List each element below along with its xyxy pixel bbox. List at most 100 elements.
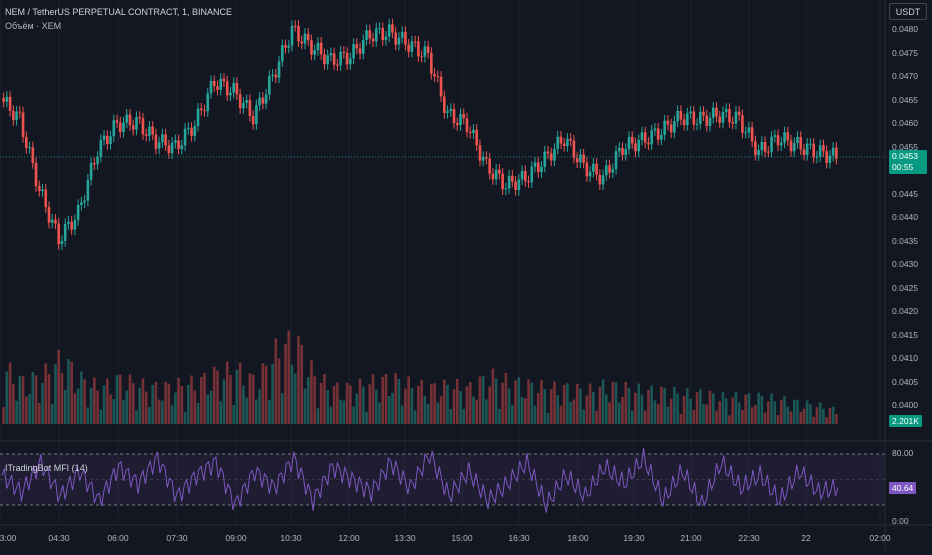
volume-bar: [323, 374, 326, 424]
candle-body: [60, 241, 64, 245]
price-tick-label: 0.0425: [892, 282, 918, 293]
candle-body: [624, 149, 628, 156]
volume-bar: [397, 378, 401, 424]
volume-bar: [190, 375, 193, 424]
candle-body: [507, 175, 511, 189]
volume-bar: [306, 377, 310, 424]
volume-bar: [93, 377, 96, 424]
volume-bar: [585, 395, 589, 424]
candle-body: [698, 111, 702, 124]
candle-body: [760, 142, 764, 151]
candle-body: [828, 155, 832, 163]
candle-body: [446, 111, 449, 113]
candle-body: [222, 78, 226, 82]
volume-bar: [621, 396, 624, 424]
volume-badge: 2.201K: [889, 415, 922, 427]
candle-body: [818, 145, 822, 157]
volume-bar: [63, 389, 67, 424]
price-tick-label: 0.0400: [892, 400, 918, 410]
last-price-badge: 0.0453 00:55: [889, 150, 927, 174]
candle-body: [326, 55, 329, 65]
time-tick-label: 06:00: [107, 533, 129, 543]
candle-body: [556, 136, 560, 149]
candle-body: [708, 117, 712, 126]
volume-bar: [524, 398, 527, 424]
candle-body: [566, 138, 569, 147]
candle-body: [737, 111, 741, 116]
candle-body: [144, 134, 148, 136]
candle-body: [617, 147, 621, 152]
currency-button[interactable]: USDT: [889, 3, 927, 20]
volume-bar: [112, 399, 116, 424]
candle-body: [498, 169, 501, 174]
candle-body: [653, 128, 657, 131]
volume-bar: [825, 417, 828, 424]
volume-bar: [349, 385, 352, 424]
candle-body: [368, 30, 372, 39]
volume-bar: [423, 395, 427, 424]
candle-body: [209, 81, 213, 94]
volume-bar: [2, 407, 5, 424]
candle-body: [384, 36, 388, 41]
candle-body: [676, 110, 679, 122]
symbol-legend[interactable]: NEM / TetherUS PERPETUAL CONTRACT, 1, BI…: [5, 7, 233, 17]
volume-bar: [177, 377, 180, 424]
candle-body: [310, 40, 313, 55]
volume-bar: [656, 403, 660, 424]
volume-bar: [527, 379, 530, 424]
volume-bar: [640, 394, 644, 424]
candle-body: [695, 123, 699, 125]
volume-bar: [73, 393, 77, 424]
price-tick-label: 0.0440: [892, 212, 918, 222]
volume-bar: [394, 373, 397, 424]
candle-body: [825, 151, 828, 163]
candle-body: [459, 114, 462, 126]
candle-body: [141, 118, 145, 135]
candle-body: [702, 111, 705, 116]
candle-body: [430, 52, 433, 74]
candle-body: [799, 136, 803, 150]
candle-body: [18, 111, 22, 113]
volume-bar: [556, 395, 560, 424]
volume-bar: [316, 408, 320, 424]
volume-bar: [426, 403, 430, 424]
volume-bar: [413, 410, 417, 424]
volume-bar: [54, 364, 57, 424]
volume-bar: [812, 416, 815, 424]
price-tick-label: 0.0445: [892, 188, 918, 199]
volume-bar: [660, 386, 663, 424]
candle-body: [67, 221, 70, 224]
mfi-legend[interactable]: ITradingBot MFI (14): [5, 463, 88, 473]
volume-bar: [290, 364, 294, 424]
candle-body: [374, 28, 378, 42]
volume-bar: [760, 395, 764, 424]
candle-body: [157, 142, 161, 149]
volume-bar: [12, 383, 15, 424]
candle-body: [37, 186, 41, 192]
volume-bar: [472, 396, 475, 424]
volume-bar: [686, 388, 689, 424]
volume-bar: [747, 393, 751, 424]
volume-legend[interactable]: Объём · XEM: [5, 21, 62, 31]
candle-body: [598, 174, 602, 185]
volume-bar: [634, 392, 637, 424]
candle-body: [413, 41, 417, 43]
volume-bar: [828, 407, 832, 424]
candle-body: [212, 81, 216, 87]
volume-bar: [131, 383, 135, 424]
volume-bar: [818, 402, 822, 424]
price-tick-label: 0.0410: [892, 353, 918, 363]
candle-body: [504, 188, 508, 190]
price-tick-label: 0.0435: [892, 235, 918, 246]
candle-body: [96, 156, 99, 165]
volume-bar: [695, 392, 699, 424]
candle-body: [582, 154, 585, 163]
candle-body: [378, 27, 381, 29]
volume-bar: [750, 407, 754, 424]
volume-bar: [50, 404, 54, 424]
candle-body: [605, 165, 608, 176]
candle-body: [316, 42, 320, 51]
candle-body: [728, 108, 731, 123]
